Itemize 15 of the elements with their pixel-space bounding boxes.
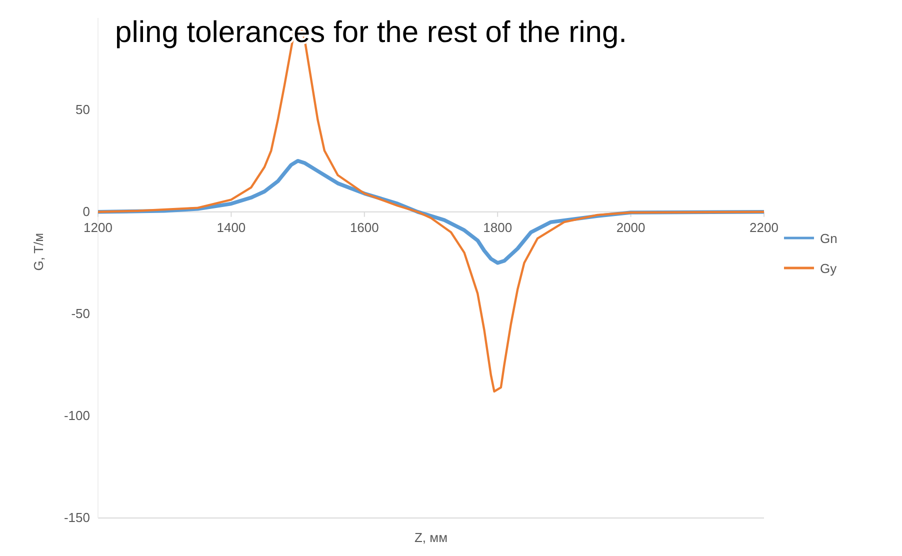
y-tick-label: 0 — [82, 204, 90, 219]
x-tick-label: 1600 — [350, 220, 379, 235]
y-tick-label: -150 — [64, 510, 90, 525]
legend-label: Gy — [820, 261, 838, 276]
x-tick-label: 2200 — [750, 220, 778, 235]
x-tick-label: 1200 — [84, 220, 112, 235]
x-tick-label: 2000 — [616, 220, 646, 235]
legend-label: Gn — [820, 231, 838, 246]
y-tick-label: 50 — [76, 102, 90, 117]
x-tick-label: 1800 — [483, 220, 512, 235]
x-tick-label: 1400 — [216, 220, 246, 235]
y-tick-label: -100 — [64, 408, 90, 423]
y-axis-title: G, Т/м — [31, 232, 46, 271]
y-tick-label: -50 — [71, 306, 90, 321]
x-axis-title: Z, мм — [414, 530, 448, 545]
